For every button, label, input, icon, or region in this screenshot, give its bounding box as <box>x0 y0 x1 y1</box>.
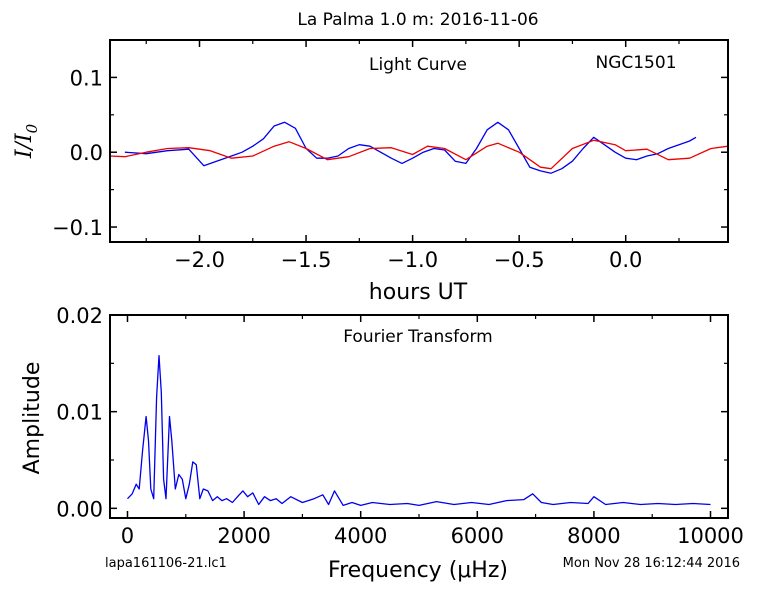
fourier-xtick-label: 0 <box>121 524 134 548</box>
light-curve-series-data <box>124 121 697 174</box>
light-curve-ylabel: I/I0 <box>12 123 41 159</box>
light-curve-annotation: Light Curve <box>369 55 467 75</box>
figure-title: La Palma 1.0 m: 2016-11-06 <box>297 10 538 30</box>
light-curve-xtick-label: 0.0 <box>609 248 642 272</box>
footer-timestamp: Mon Nov 28 16:12:44 2016 <box>563 556 740 571</box>
fourier-xtick-label: 4000 <box>334 524 387 548</box>
light-curve-xtick-label: −1.0 <box>387 248 438 272</box>
light-curve-ytick-label: 0.0 <box>70 141 103 165</box>
target-name-label: NGC1501 <box>595 53 676 73</box>
light-curve-frame <box>109 39 729 243</box>
fourier-series-amplitude <box>127 354 711 507</box>
fourier-marks <box>127 354 711 507</box>
fourier-ytick-label: 0.00 <box>56 497 103 521</box>
fourier-xtick-label: 6000 <box>451 524 504 548</box>
fourier-xtick-label: 8000 <box>567 524 620 548</box>
light-curve-xtick-label: −0.5 <box>494 248 545 272</box>
fourier-ylabel: Amplitude <box>20 362 45 475</box>
ylabel-main: I/I <box>12 132 37 159</box>
fourier-ytick-label: 0.02 <box>56 304 103 328</box>
footer-filename: lapa161106-21.lc1 <box>105 556 227 571</box>
light-curve-marks <box>109 121 729 174</box>
light-curve-xlabel: hours UT <box>369 280 468 305</box>
fourier-panel: 0 2000 4000 6000 8000 10000 0.02 0.01 0.00 Fouri… <box>20 304 744 583</box>
fourier-xlabel: Frequency (μHz) <box>328 558 508 583</box>
light-curve-xtick-label: −1.5 <box>281 248 332 272</box>
light-curve-ticks: −2.0 −1.5 −1.0 −0.5 0.0 0.1 0.0 −0.1 <box>52 39 728 272</box>
light-curve-panel: −2.0 −1.5 −1.0 −0.5 0.0 0.1 0.0 −0.1 Light Curv… <box>12 39 729 305</box>
fourier-ytick-label: 0.01 <box>56 401 103 425</box>
light-curve-ytick-label: 0.1 <box>70 66 103 90</box>
light-curve-series-model <box>109 139 729 170</box>
fourier-xtick-label: 10000 <box>677 524 744 548</box>
fourier-ticks: 0 2000 4000 6000 8000 10000 0.02 0.01 0.00 <box>56 304 744 548</box>
light-curve-ytick-label: −0.1 <box>52 216 103 240</box>
ylabel-sub: 0 <box>23 123 41 133</box>
light-curve-xtick-label: −2.0 <box>174 248 225 272</box>
fourier-annotation: Fourier Transform <box>343 327 492 347</box>
fourier-xtick-label: 2000 <box>217 524 270 548</box>
